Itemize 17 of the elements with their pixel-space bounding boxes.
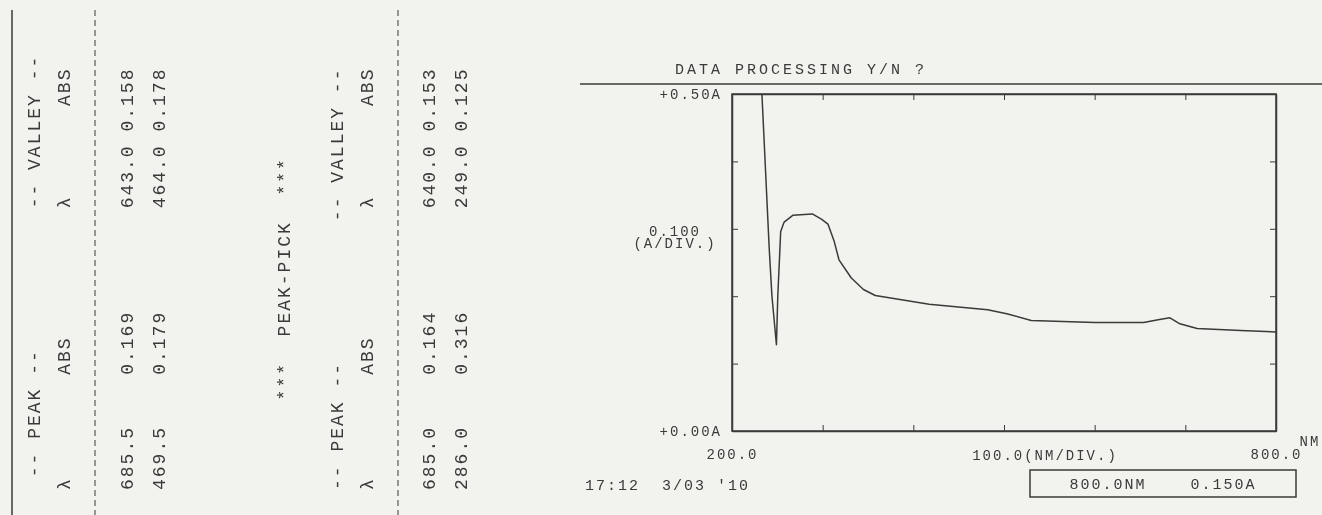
y-tick-label: +0.00A — [659, 423, 722, 440]
text: 685.5 0.169 643.0 0.158 — [117, 67, 138, 490]
text: λ ABS λ ABS — [357, 67, 378, 490]
text: 800.0NM 0.150A — [1069, 477, 1257, 494]
text: 286.0 0.316 249.0 0.125 — [451, 67, 472, 490]
x-axis-title: 100.0(NM/DIV.) — [972, 448, 1118, 464]
text: -- PEAK -- -- VALLEY -- — [327, 67, 348, 490]
text: 17:12 3/03 '10 — [585, 478, 751, 495]
y-axis-title: 0.100 (A/DIV.) — [633, 224, 717, 252]
text: λ ABS λ ABS — [54, 67, 75, 490]
text: 469.5 0.179 464.0 0.178 — [149, 67, 170, 490]
text: 685.0 0.164 640.0 0.153 — [419, 67, 440, 490]
chart-title: DATA PROCESSING Y/N ? — [675, 62, 928, 79]
x-tick-label: 200.0 — [706, 446, 759, 463]
y-tick-label: +0.50A — [659, 86, 722, 103]
text: *** PEAK-PICK *** — [274, 157, 295, 401]
text: -- PEAK -- -- VALLEY -- — [24, 54, 45, 478]
